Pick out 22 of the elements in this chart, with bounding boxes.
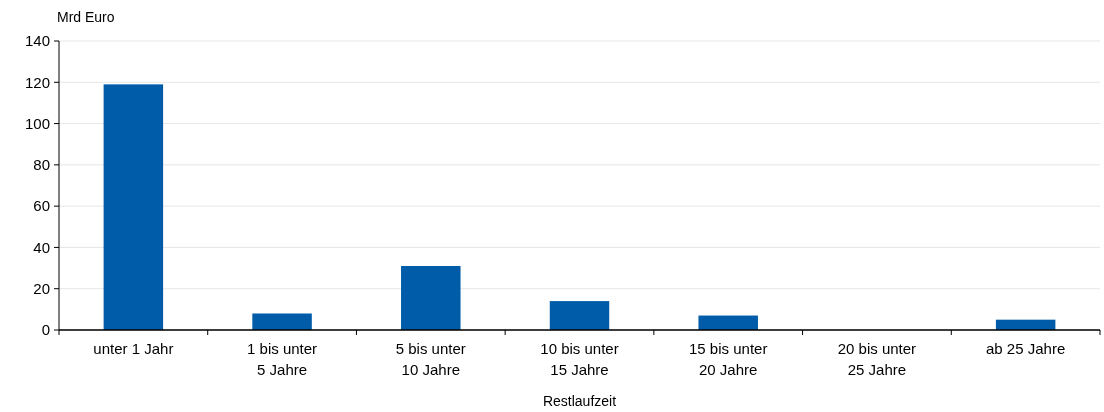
x-tick-label: 1 bis unter 5 Jahre: [247, 340, 318, 378]
x-axis-title: Restlaufzeit: [542, 393, 617, 409]
y-tick-label: 20: [33, 279, 50, 297]
y-axis-title: Mrd Euro: [57, 9, 115, 25]
y-tick-label: 60: [33, 197, 50, 215]
bar: [103, 84, 164, 330]
x-tick-label: 15 bis unter 20 Jahre: [689, 340, 768, 378]
y-tick-label: 140: [24, 32, 50, 50]
x-tick-label: ab 25 Jahre: [986, 340, 1066, 357]
y-tick-label: 100: [24, 114, 50, 132]
bar: [549, 301, 610, 330]
bar: [252, 313, 312, 330]
x-tick-label: 5 bis unter 10 Jahre: [395, 340, 466, 378]
y-tick-label: 40: [33, 238, 50, 256]
x-tick-label: 10 bis unter 15 Jahre: [540, 340, 619, 378]
x-tick-label: 20 bis unter 25 Jahre: [837, 340, 917, 378]
y-tick-label: 120: [24, 73, 50, 91]
x-tick-label: unter 1 Jahr: [93, 340, 174, 357]
y-tick-label: 80: [33, 156, 50, 174]
y-tick-label: 0: [41, 321, 50, 339]
bar: [698, 315, 758, 330]
bar: [401, 266, 461, 330]
